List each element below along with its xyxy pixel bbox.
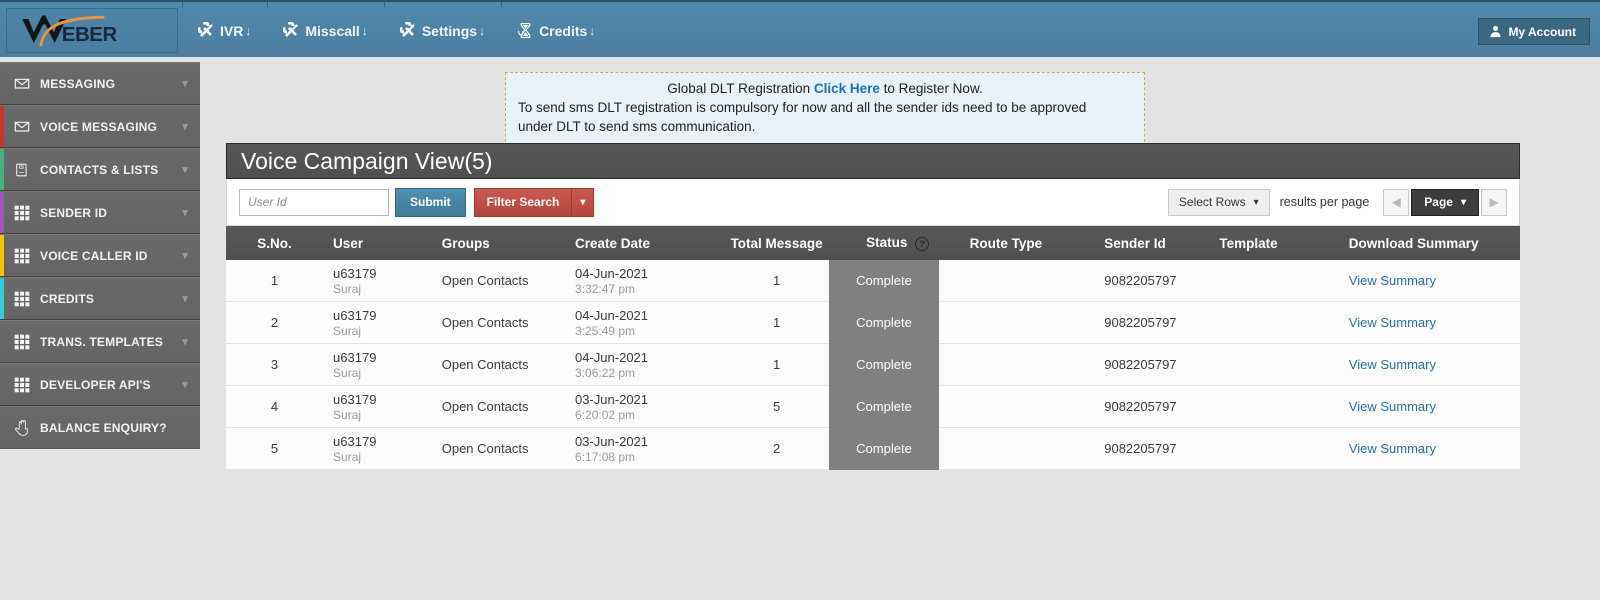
svg-text:EBER: EBER: [62, 23, 118, 46]
